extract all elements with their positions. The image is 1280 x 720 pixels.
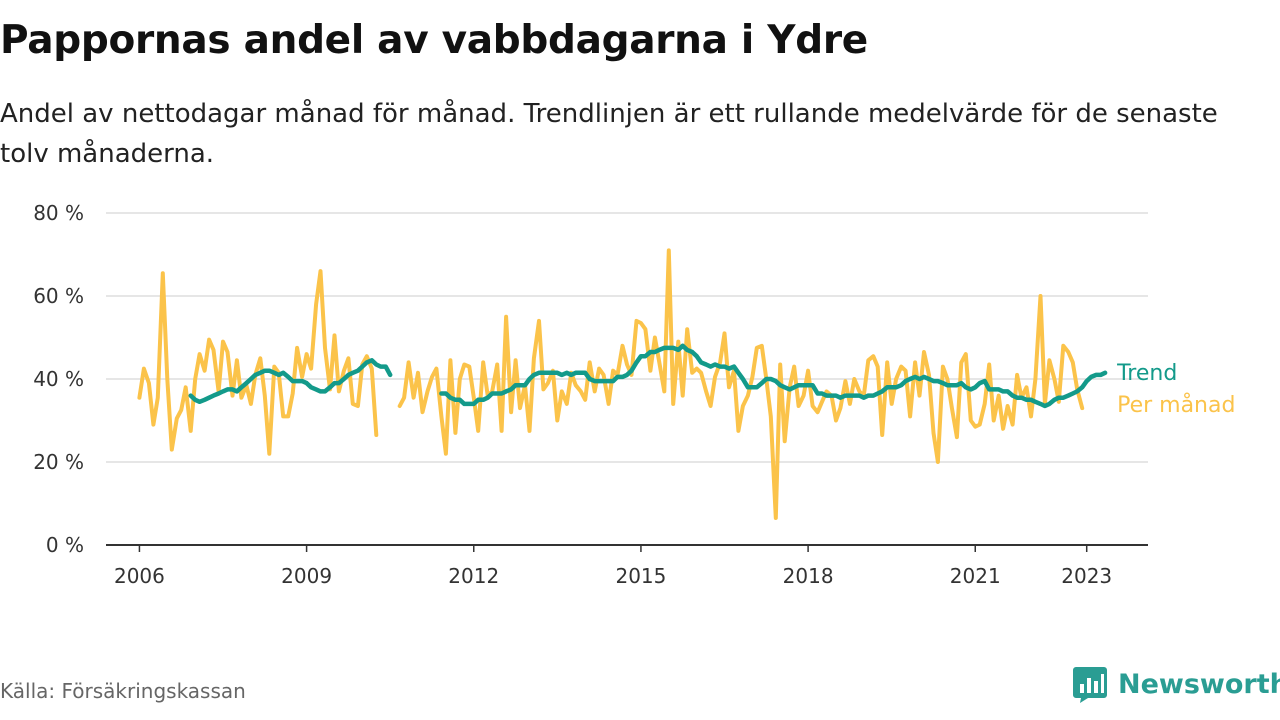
grid-lines [106,212,1148,463]
brand-name: Newsworthy [1118,668,1280,700]
series-line-trend [439,343,1108,409]
x-tick-label: 2015 [615,564,666,588]
y-tick-label: 0 % [46,533,84,557]
y-tick-label: 20 % [33,450,84,474]
legend-label: Per månad [1117,392,1235,418]
page-title: Pappornas andel av vabbdagarna i Ydre [0,18,868,63]
x-tick-label: 2006 [114,564,165,588]
y-tick-label: 80 % [33,201,84,225]
x-tick-label: 2009 [281,564,332,588]
x-tick-label: 2023 [1061,564,1112,588]
legend: Trend Per månad [1116,361,1235,418]
page-subtitle: Andel av nettodagar månad för månad. Tre… [0,99,1218,169]
legend-label: Trend [1116,361,1177,386]
axes: 0 % 20 % 40 % 60 % 80 % 2006 2009 2012 2015 2018 2… [33,201,1148,588]
y-tick-label: 40 % [33,367,84,391]
x-tick-label: 2018 [783,564,834,588]
y-tick-label: 60 % [33,284,84,308]
x-tick-label: 2012 [448,564,499,588]
series-line-trend [188,358,393,405]
source-note: Källa: Försäkringskassan [0,679,246,703]
bar-chart-logo-icon [1073,667,1107,703]
series-line-per-m-nad [137,269,379,456]
newsworthy-brand[interactable]: Newsworthy [1072,664,1280,704]
x-tick-label: 2021 [950,564,1001,588]
series-lines [137,248,1108,520]
